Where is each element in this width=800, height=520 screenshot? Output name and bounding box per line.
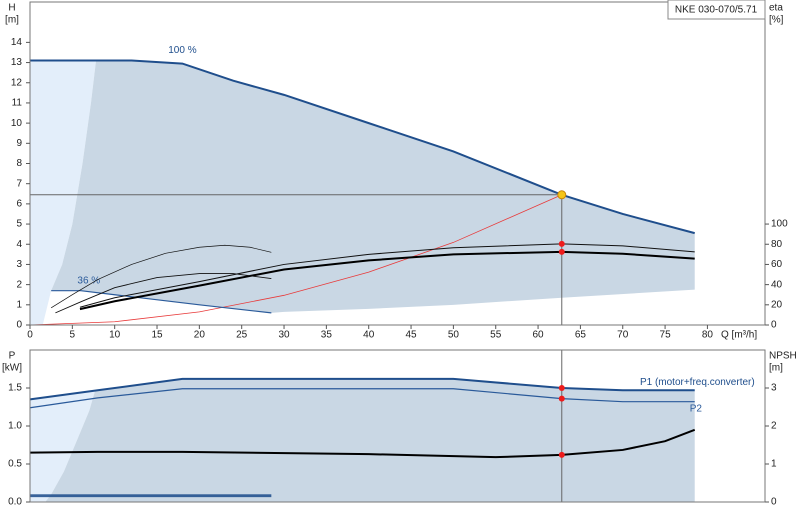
x-tick-label: 15 — [151, 330, 163, 341]
x-tick-label: 80 — [702, 330, 714, 341]
curve — [29, 388, 695, 409]
operating-point — [558, 248, 565, 255]
y-tick-label: 12 — [11, 77, 23, 88]
operating-range — [30, 390, 96, 502]
operating-range — [30, 60, 97, 325]
x-tick-label: 0 — [27, 330, 33, 341]
x-tick-label: 5 — [70, 330, 76, 341]
curve — [29, 377, 695, 401]
y-tick-label: 7 — [16, 178, 22, 189]
x-tick-label: 65 — [575, 330, 587, 341]
y-tick-label: 9 — [16, 138, 22, 149]
y2-tick-label: 1 — [771, 459, 777, 470]
curve-label: 100 % — [168, 45, 196, 56]
y-tick-label: 6 — [16, 199, 22, 210]
curve — [30, 59, 695, 235]
y-tick-label: 13 — [11, 57, 23, 68]
x-tick-label: 25 — [236, 330, 248, 341]
title-box — [667, 0, 766, 20]
curve-label: 36 % — [77, 275, 100, 286]
y2-axis-unit: [%] — [769, 15, 784, 26]
curve — [51, 290, 272, 314]
x-tick-label: 20 — [194, 330, 206, 341]
operating-point — [558, 240, 565, 247]
y2-tick-label: 40 — [771, 279, 783, 290]
x-tick-label: 75 — [660, 330, 672, 341]
y-tick-label: 10 — [11, 118, 23, 129]
y-tick-label: 2 — [16, 279, 22, 290]
operating-point — [558, 451, 565, 458]
chart-title: NKE 030-070/5.71 — [675, 5, 758, 16]
y2-tick-label: 3 — [771, 383, 777, 394]
x-tick-label: 40 — [363, 330, 375, 341]
y-tick-label: 0 — [16, 320, 22, 331]
curve — [50, 244, 272, 309]
y2-tick-label: 0 — [771, 497, 777, 508]
y2-axis-label: eta — [769, 3, 783, 14]
y-tick-label: 1 — [16, 299, 22, 310]
y-tick-label: 5 — [16, 219, 22, 230]
y2-axis-unit: [m] — [769, 363, 783, 374]
y-tick-label: 0.0 — [8, 497, 22, 508]
operating-point — [557, 190, 567, 200]
y-axis-unit: [kW] — [2, 363, 22, 374]
x-tick-label: 10 — [109, 330, 121, 341]
y-axis-label: H — [8, 3, 15, 14]
curve-label: P2 — [690, 403, 703, 414]
operating-point — [558, 385, 565, 391]
curve-label: P1 (motor+freq.converter) — [640, 377, 755, 388]
curve — [29, 194, 562, 326]
curve — [79, 243, 695, 308]
curve — [55, 273, 272, 314]
x-tick-label: 60 — [533, 330, 545, 341]
y-tick-label: 1.5 — [8, 383, 22, 394]
y2-tick-label: 100 — [771, 219, 788, 230]
y2-tick-label: 80 — [771, 239, 783, 250]
curve — [29, 428, 696, 459]
y-tick-label: 1.0 — [8, 421, 22, 432]
y2-tick-label: 0 — [771, 320, 777, 331]
y2-tick-label: 20 — [771, 299, 783, 310]
y-tick-label: 11 — [12, 98, 23, 109]
y-tick-label: 0.5 — [8, 459, 22, 470]
y-axis-unit: [m] — [5, 15, 19, 26]
x-tick-label: 30 — [278, 330, 290, 341]
y2-tick-label: 2 — [771, 421, 777, 432]
curve — [79, 250, 695, 311]
x-tick-label: 45 — [405, 330, 417, 341]
y-tick-label: 3 — [16, 259, 22, 270]
y-tick-label: 8 — [16, 158, 22, 169]
y-tick-label: 4 — [16, 239, 22, 250]
y-axis-label: P — [9, 351, 16, 362]
x-tick-label: 70 — [617, 330, 629, 341]
operating-point — [558, 395, 565, 402]
x-axis-label: Q [m³/h] — [721, 330, 757, 341]
y2-tick-label: 60 — [771, 259, 783, 270]
x-tick-label: 55 — [490, 330, 502, 341]
y2-axis-label: NPSH — [769, 351, 797, 362]
y-tick-label: 14 — [11, 37, 23, 48]
operating-range — [45, 378, 695, 502]
x-tick-label: 50 — [448, 330, 460, 341]
x-tick-label: 35 — [321, 330, 333, 341]
operating-range — [51, 60, 695, 313]
